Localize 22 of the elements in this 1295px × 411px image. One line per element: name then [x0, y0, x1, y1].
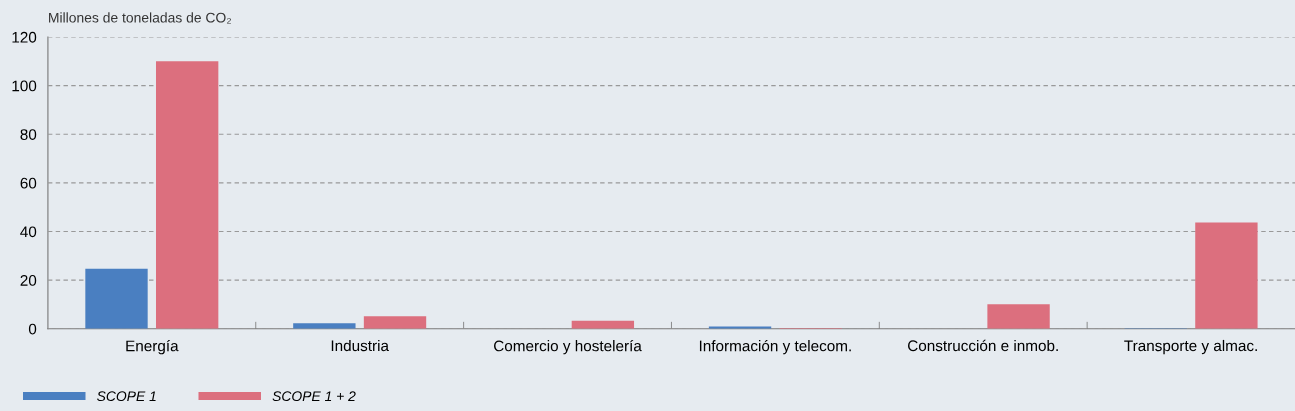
- x-tick-label: Comercio y hostelería: [494, 339, 642, 355]
- x-tick-label: Transporte y almac.: [1124, 339, 1257, 355]
- x-tick-label: Energía: [126, 339, 179, 355]
- bar: [987, 304, 1050, 329]
- bar: [363, 316, 427, 329]
- y-tick-label: 0: [28, 323, 37, 335]
- x-tick-label: Construcción e inmob.: [908, 339, 1058, 352]
- y-tick-label: 120: [12, 31, 37, 43]
- x-tick-label: Industria: [331, 339, 389, 352]
- x-tick-label: Información y telecom.: [699, 339, 851, 355]
- legend-label: SCOPE 1 + 2: [272, 391, 356, 402]
- legend-label: SCOPE 1: [97, 391, 156, 402]
- y-axis-title: Millones de toneladas de CO₂: [49, 12, 231, 24]
- bar: [85, 268, 148, 329]
- y-tick-label: 80: [20, 129, 37, 140]
- bar: [1195, 222, 1258, 329]
- bar: [156, 61, 219, 329]
- y-tick-label: 40: [20, 226, 37, 238]
- y-tick-label: 20: [20, 275, 37, 286]
- bar: [293, 323, 356, 329]
- y-tick-label: 60: [20, 177, 37, 189]
- y-tick-label: 100: [12, 80, 37, 92]
